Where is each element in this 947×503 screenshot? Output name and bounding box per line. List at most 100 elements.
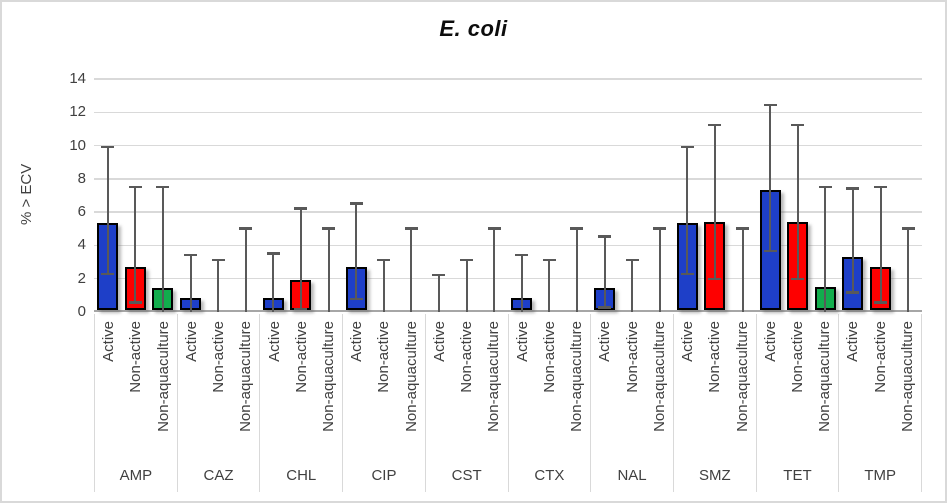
subcategory-label: Active xyxy=(513,321,531,362)
subcategory-label: Non-active xyxy=(540,321,558,393)
label-slot: Non-active xyxy=(453,314,480,393)
bar-slot xyxy=(839,79,867,310)
label-slot: Non-aquaculture xyxy=(480,314,507,432)
error-bar xyxy=(315,79,343,312)
error-bar-line xyxy=(493,227,496,312)
error-bar xyxy=(480,79,508,312)
gridline xyxy=(94,244,922,247)
bar-slot xyxy=(867,79,895,310)
error-bar-top-cap xyxy=(266,252,280,255)
label-slot: Active xyxy=(591,314,618,362)
label-group: Active Non-active Non-aquaculture NAL xyxy=(591,314,674,492)
error-bar-top-cap xyxy=(239,227,253,230)
error-bar xyxy=(260,79,288,312)
subcategory-label: Non-active xyxy=(375,321,393,393)
bar-slot xyxy=(591,79,619,310)
label-slot: Active xyxy=(674,314,701,362)
y-axis-title: % > ECV xyxy=(18,163,35,226)
y-tick-label: 0 xyxy=(77,303,86,320)
error-bar-top-cap xyxy=(846,187,860,190)
error-bar-line xyxy=(548,258,551,312)
bar xyxy=(704,221,726,310)
error-bar xyxy=(149,79,177,312)
subcategory-label: Non-aquaculture xyxy=(154,321,172,432)
bar xyxy=(124,266,146,310)
group-label: CST xyxy=(451,467,482,484)
bar-group xyxy=(591,79,674,312)
group-label: TET xyxy=(783,467,812,484)
subcategory-label: Non-aquaculture xyxy=(733,321,751,432)
bar-slot xyxy=(563,79,591,312)
subcategory-label: Non-aquaculture xyxy=(319,321,337,432)
label-slot: Active xyxy=(178,314,205,362)
group-label: SMZ xyxy=(698,467,731,484)
error-bar-top-cap xyxy=(515,253,529,257)
error-bar xyxy=(425,79,453,312)
label-group: Active Non-active Non-aquaculture TMP xyxy=(839,314,923,492)
error-bar-top-cap xyxy=(680,145,694,149)
error-bar xyxy=(204,79,232,312)
bar-slot xyxy=(480,79,508,312)
error-bar xyxy=(729,79,757,312)
bar-slot xyxy=(370,79,398,312)
gridline xyxy=(94,277,922,280)
bar xyxy=(842,256,864,310)
label-group: Active Non-active Non-aquaculture TET xyxy=(757,314,840,492)
error-bar-line xyxy=(741,227,744,312)
label-slot: Non-aquaculture xyxy=(149,314,176,432)
label-slot: Active xyxy=(426,314,453,362)
bar xyxy=(511,298,533,310)
label-group: Active Non-active Non-aquaculture AMP xyxy=(94,314,178,492)
error-bar-top-cap xyxy=(101,145,115,149)
error-bar xyxy=(618,79,646,312)
gridline xyxy=(94,111,922,114)
bar xyxy=(180,298,202,310)
subcategory-label: Active xyxy=(430,321,448,362)
bar-slot xyxy=(674,79,702,310)
bar-slot xyxy=(784,79,812,310)
error-bar-line xyxy=(437,273,440,312)
subcategory-label: Non-aquaculture xyxy=(485,321,503,432)
label-slot: Active xyxy=(343,314,370,362)
subcategory-label: Active xyxy=(265,321,283,362)
chart-title: E. coli xyxy=(439,16,508,41)
error-bar-top-cap xyxy=(708,123,722,127)
subcategory-label: Non-aquaculture xyxy=(402,321,420,432)
bar-group xyxy=(260,79,343,312)
y-tick-label: 8 xyxy=(77,169,86,187)
error-bar-top-cap xyxy=(156,185,170,188)
bar-group xyxy=(756,79,839,312)
bar-group xyxy=(177,79,260,312)
label-slot: Active xyxy=(839,314,866,362)
label-slot: Non-active xyxy=(288,314,315,393)
gridline xyxy=(94,178,922,180)
bar-group xyxy=(674,79,757,312)
bar-slot xyxy=(177,79,205,312)
subcategory-label: Non-active xyxy=(623,321,641,393)
error-bar-line xyxy=(575,227,578,312)
bar-slot xyxy=(260,79,288,312)
bar xyxy=(262,298,284,310)
y-tick-label: 12 xyxy=(69,103,86,121)
bar xyxy=(345,266,367,310)
bar-slot xyxy=(94,79,122,310)
error-bar xyxy=(894,79,922,312)
error-bar-line xyxy=(465,258,468,312)
bar-slot xyxy=(232,79,260,312)
error-bar-line xyxy=(327,227,330,312)
bar-slot xyxy=(701,79,729,310)
bar xyxy=(759,190,781,310)
bar-group xyxy=(508,79,591,312)
bar-group xyxy=(94,79,177,312)
label-slot: Non-aquaculture xyxy=(811,314,838,432)
label-slot: Non-active xyxy=(701,314,728,393)
gridline xyxy=(94,211,922,213)
label-slot: Active xyxy=(757,314,784,362)
error-bar xyxy=(646,79,674,312)
error-bar xyxy=(536,79,564,312)
label-group: Active Non-active Non-aquaculture CHL xyxy=(260,314,344,492)
error-bar-top-cap xyxy=(349,202,363,205)
category-label-area: Active Non-active Non-aquaculture AMP Active… xyxy=(94,314,923,492)
group-label: NAL xyxy=(617,467,647,484)
